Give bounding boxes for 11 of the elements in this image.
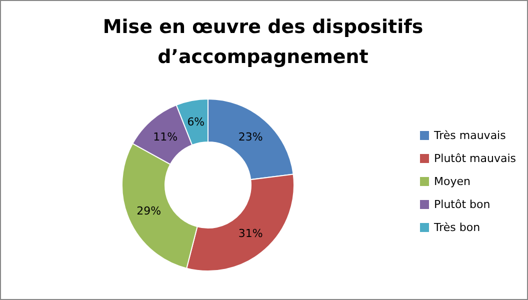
legend-label: Moyen [434,174,470,188]
chart-title: Mise en œuvre des dispositifs d’accompagnement [102,16,424,68]
data-label: 29% [136,204,162,218]
data-label: 31% [238,227,263,240]
data-label: 6% [187,115,205,128]
data-label: 23% [238,130,263,144]
legend-label: Plutôt bon [434,198,490,211]
data-label: 11% [153,130,178,144]
legend-label: Plutôt mauvais [434,152,516,165]
legend-label: Très bon [433,220,480,234]
legend-label: Très mauvais [433,128,506,142]
